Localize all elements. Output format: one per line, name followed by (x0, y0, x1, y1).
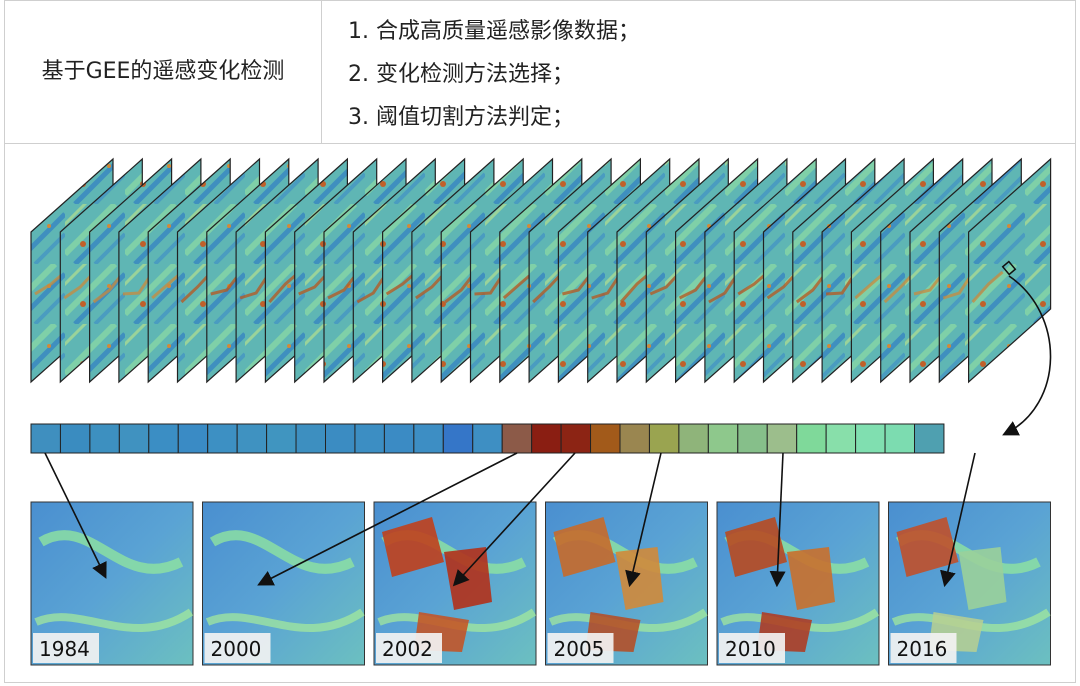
timeseries-cell (89, 423, 120, 454)
snapshot-2005: 2005 (545, 501, 708, 666)
timeseries-cell (266, 423, 297, 454)
year-label: 2000 (211, 637, 262, 661)
strip-to-snapshot-arrow (625, 452, 662, 588)
disturbance-patch (958, 547, 1007, 610)
timeseries-cell (236, 423, 268, 454)
snapshot-2016: 2016 (888, 501, 1051, 666)
year-label: 2005 (554, 637, 605, 661)
timeseries-cell (648, 423, 680, 454)
year-label: 2002 (382, 637, 433, 661)
snapshot-2000: 2000 (202, 501, 365, 666)
pixel-marker (1001, 260, 1017, 276)
timeseries-cell (531, 423, 562, 454)
timeseries-cell (295, 423, 326, 454)
timeseries-cell (413, 423, 444, 454)
timeseries-cell (177, 423, 209, 454)
step-item-3: 3. 阈值切割方法判定； (348, 105, 574, 130)
table-header-row: 基于GEE的遥感变化检测 1. 合成高质量遥感影像数据； 2. 变化检测方法选择… (5, 1, 1075, 144)
disturbance-streak (971, 270, 1004, 303)
timeseries-cell (325, 423, 356, 454)
timeseries-cell (501, 423, 533, 454)
strip-to-snapshot-arrow (257, 452, 518, 586)
timeseries-cell (590, 423, 621, 454)
year-label: 1984 (39, 637, 90, 661)
snapshot-1984: 1984 (30, 501, 194, 666)
disturbance-patch (382, 517, 444, 577)
year-label: 2016 (897, 637, 948, 661)
disturbance-patch (553, 517, 616, 577)
year-label-box (204, 633, 271, 663)
snapshot-row: 1984 2000 2002 2005 2010 2016 (30, 501, 1051, 666)
change-detection-figure: 1984 2000 2002 2005 2010 2016 (5, 144, 1075, 682)
timeseries-cell (442, 423, 474, 454)
timeseries-cell (914, 423, 945, 454)
year-label: 2010 (725, 637, 776, 661)
strip-to-snapshot-arrow (452, 452, 576, 587)
timeseries-cell (148, 423, 179, 454)
year-label-box (376, 633, 442, 663)
year-label-box (890, 633, 957, 663)
timeseries-cell (472, 423, 503, 454)
strip-to-snapshot-arrow (940, 452, 976, 588)
image-stack (30, 157, 1052, 384)
timeseries-cell (354, 423, 385, 454)
strip-to-snapshot-arrow (769, 452, 786, 588)
timeseries-cell (766, 423, 798, 454)
figure-canvas: 1984 2000 2002 2005 2010 2016 (30, 157, 1052, 666)
disturbance-patch (787, 547, 835, 610)
timeseries-strip (30, 423, 945, 454)
snapshot-2010: 2010 (716, 501, 880, 666)
timeseries-cell (796, 423, 827, 454)
timeseries-cell (383, 423, 415, 454)
stack-layer (967, 157, 1052, 384)
timeseries-cell (707, 423, 739, 454)
timeseries-cell (59, 423, 91, 454)
timeseries-cell (560, 423, 592, 454)
step-item-1: 1. 合成高质量遥感影像数据； (348, 19, 640, 44)
arrow-layer (44, 275, 1052, 588)
timeseries-cell (118, 423, 150, 454)
disturbance-patch (896, 517, 959, 577)
timeseries-cell (207, 423, 238, 454)
year-label-box (33, 633, 99, 663)
timeseries-cell (678, 423, 709, 454)
year-label-box (719, 633, 785, 663)
steps-cell: 1. 合成高质量遥感影像数据； 2. 变化检测方法选择； 3. 阈值切割方法判定… (322, 1, 1074, 143)
disturbance-patch (725, 517, 787, 577)
timeseries-cell (737, 423, 768, 454)
step-item-2: 2. 变化检测方法选择； (348, 62, 574, 87)
stack-to-strip-arrow (1002, 275, 1052, 436)
strip-to-snapshot-arrow (44, 452, 107, 579)
method-title-cell: 基于GEE的遥感变化检测 (5, 1, 322, 143)
timeseries-cell (884, 423, 915, 454)
timeseries-cell (619, 423, 650, 454)
method-title: 基于GEE的遥感变化检测 (41, 59, 285, 84)
document-table: 基于GEE的遥感变化检测 1. 合成高质量遥感影像数据； 2. 变化检测方法选择… (4, 0, 1076, 683)
year-label-box (547, 633, 614, 663)
timeseries-cell (825, 423, 857, 454)
timeseries-cell (30, 423, 61, 454)
timeseries-cell (855, 423, 886, 454)
